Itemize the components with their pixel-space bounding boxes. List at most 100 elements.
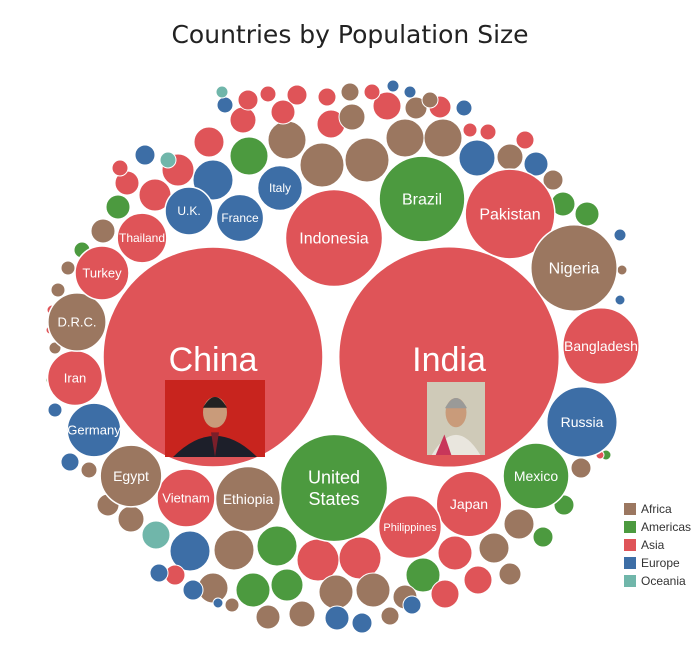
bubble-europe[interactable]	[324, 605, 350, 631]
bubble-asia[interactable]	[270, 99, 296, 125]
bubble-france[interactable]	[215, 193, 265, 243]
bubble-americas[interactable]	[256, 525, 298, 567]
bubble-asia[interactable]	[437, 535, 473, 571]
bubble-asia[interactable]	[237, 89, 259, 111]
bubble-asia[interactable]	[296, 538, 340, 582]
bubble-europe[interactable]	[212, 597, 224, 609]
bubble-europe[interactable]	[402, 595, 422, 615]
bubble-asia[interactable]	[317, 87, 337, 107]
bubble-europe[interactable]	[192, 159, 234, 201]
bubble-europe[interactable]	[47, 402, 63, 418]
bubble-pakistan[interactable]	[464, 168, 556, 260]
bubble-americas[interactable]	[229, 136, 269, 176]
bubble-africa[interactable]	[267, 120, 307, 160]
bubble-italy[interactable]	[256, 164, 304, 212]
bubble-europe[interactable]	[216, 96, 234, 114]
bubble-africa[interactable]	[90, 218, 116, 244]
bubble-africa[interactable]	[355, 572, 391, 608]
bubble-europe[interactable]	[386, 79, 400, 93]
legend-item: Asia	[624, 536, 691, 554]
bubble-asia[interactable]	[515, 130, 535, 150]
bubble-europe[interactable]	[523, 151, 549, 177]
bubble-asia[interactable]	[372, 91, 402, 121]
bubble-oceania[interactable]	[141, 520, 171, 550]
bubble-africa[interactable]	[288, 600, 316, 628]
bubble-africa[interactable]	[299, 142, 345, 188]
bubble-egypt[interactable]	[99, 444, 163, 508]
bubble-mexico[interactable]	[502, 442, 570, 510]
bubble-africa[interactable]	[340, 82, 360, 102]
bubble-label: Germany	[67, 423, 121, 438]
bubble-africa[interactable]	[213, 529, 255, 571]
bubble-u-k[interactable]	[164, 186, 214, 236]
bubble-africa[interactable]	[224, 597, 240, 613]
bubble-russia[interactable]	[546, 385, 619, 459]
bubble-vietnam[interactable]	[156, 468, 216, 528]
bubble-india[interactable]	[337, 245, 561, 469]
bubble-asia[interactable]	[286, 84, 308, 106]
bubble-africa[interactable]	[496, 143, 524, 171]
bubble-europe[interactable]	[403, 85, 417, 99]
bubble-europe[interactable]	[182, 579, 204, 601]
bubble-africa[interactable]	[255, 604, 281, 630]
bubble-turkey[interactable]	[74, 245, 130, 301]
bubble-europe[interactable]	[351, 612, 373, 634]
bubble-thailand[interactable]	[116, 212, 168, 264]
bubble-africa[interactable]	[318, 574, 354, 610]
bubble-americas[interactable]	[574, 201, 600, 227]
bubble-bangladesh[interactable]	[561, 306, 641, 386]
bubble-united-states[interactable]	[279, 433, 389, 543]
bubble-americas[interactable]	[105, 194, 131, 220]
bubble-germany[interactable]	[66, 402, 122, 458]
bubble-europe[interactable]	[613, 228, 627, 242]
bubble-nigeria[interactable]	[530, 224, 618, 312]
bubble-label: France	[221, 211, 259, 225]
bubble-africa[interactable]	[616, 264, 628, 276]
bubble-indonesia[interactable]	[284, 188, 384, 288]
bubble-africa[interactable]	[498, 562, 522, 586]
bubble-africa[interactable]	[60, 260, 76, 276]
bubble-europe[interactable]	[149, 563, 169, 583]
bubble-africa[interactable]	[385, 118, 425, 158]
bubble-oceania[interactable]	[215, 85, 229, 99]
bubble-asia[interactable]	[111, 159, 129, 177]
bubble-africa[interactable]	[80, 461, 98, 479]
bubble-europe[interactable]	[614, 294, 626, 306]
bubble-asia[interactable]	[479, 123, 497, 141]
bubble-d-r-c[interactable]	[47, 292, 107, 352]
bubble-africa[interactable]	[380, 606, 400, 626]
bubble-china[interactable]	[102, 246, 324, 468]
bubble-africa[interactable]	[570, 457, 592, 479]
bubble-asia[interactable]	[229, 106, 257, 134]
bubble-oceania[interactable]	[159, 151, 177, 169]
bubble-label: Italy	[269, 181, 291, 195]
bubble-africa[interactable]	[542, 169, 564, 191]
bubble-asia[interactable]	[463, 565, 493, 595]
bubble-asia[interactable]	[259, 85, 277, 103]
bubble-brazil[interactable]	[378, 155, 466, 243]
bubble-africa[interactable]	[344, 137, 390, 183]
bubble-europe[interactable]	[60, 452, 80, 472]
bubble-japan[interactable]	[435, 470, 503, 538]
bubble-africa[interactable]	[503, 508, 535, 540]
bubble-europe[interactable]	[169, 530, 211, 572]
bubble-americas[interactable]	[532, 526, 554, 548]
bubble-asia[interactable]	[462, 122, 478, 138]
bubble-africa[interactable]	[338, 103, 366, 131]
bubble-americas[interactable]	[405, 557, 441, 593]
bubble-americas[interactable]	[270, 568, 304, 602]
bubble-asia[interactable]	[363, 83, 381, 101]
bubble-africa[interactable]	[423, 118, 463, 158]
bubble-europe[interactable]	[134, 144, 156, 166]
bubble-europe[interactable]	[458, 139, 496, 177]
bubble-africa[interactable]	[117, 505, 145, 533]
bubble-philippines[interactable]	[377, 494, 443, 560]
bubble-americas[interactable]	[235, 572, 271, 608]
bubble-africa[interactable]	[50, 282, 66, 298]
bubble-africa[interactable]	[404, 96, 428, 120]
bubble-asia[interactable]	[193, 126, 225, 158]
bubble-africa[interactable]	[421, 91, 439, 109]
bubble-asia[interactable]	[430, 579, 460, 609]
bubble-africa[interactable]	[478, 532, 510, 564]
bubble-europe[interactable]	[455, 99, 473, 117]
